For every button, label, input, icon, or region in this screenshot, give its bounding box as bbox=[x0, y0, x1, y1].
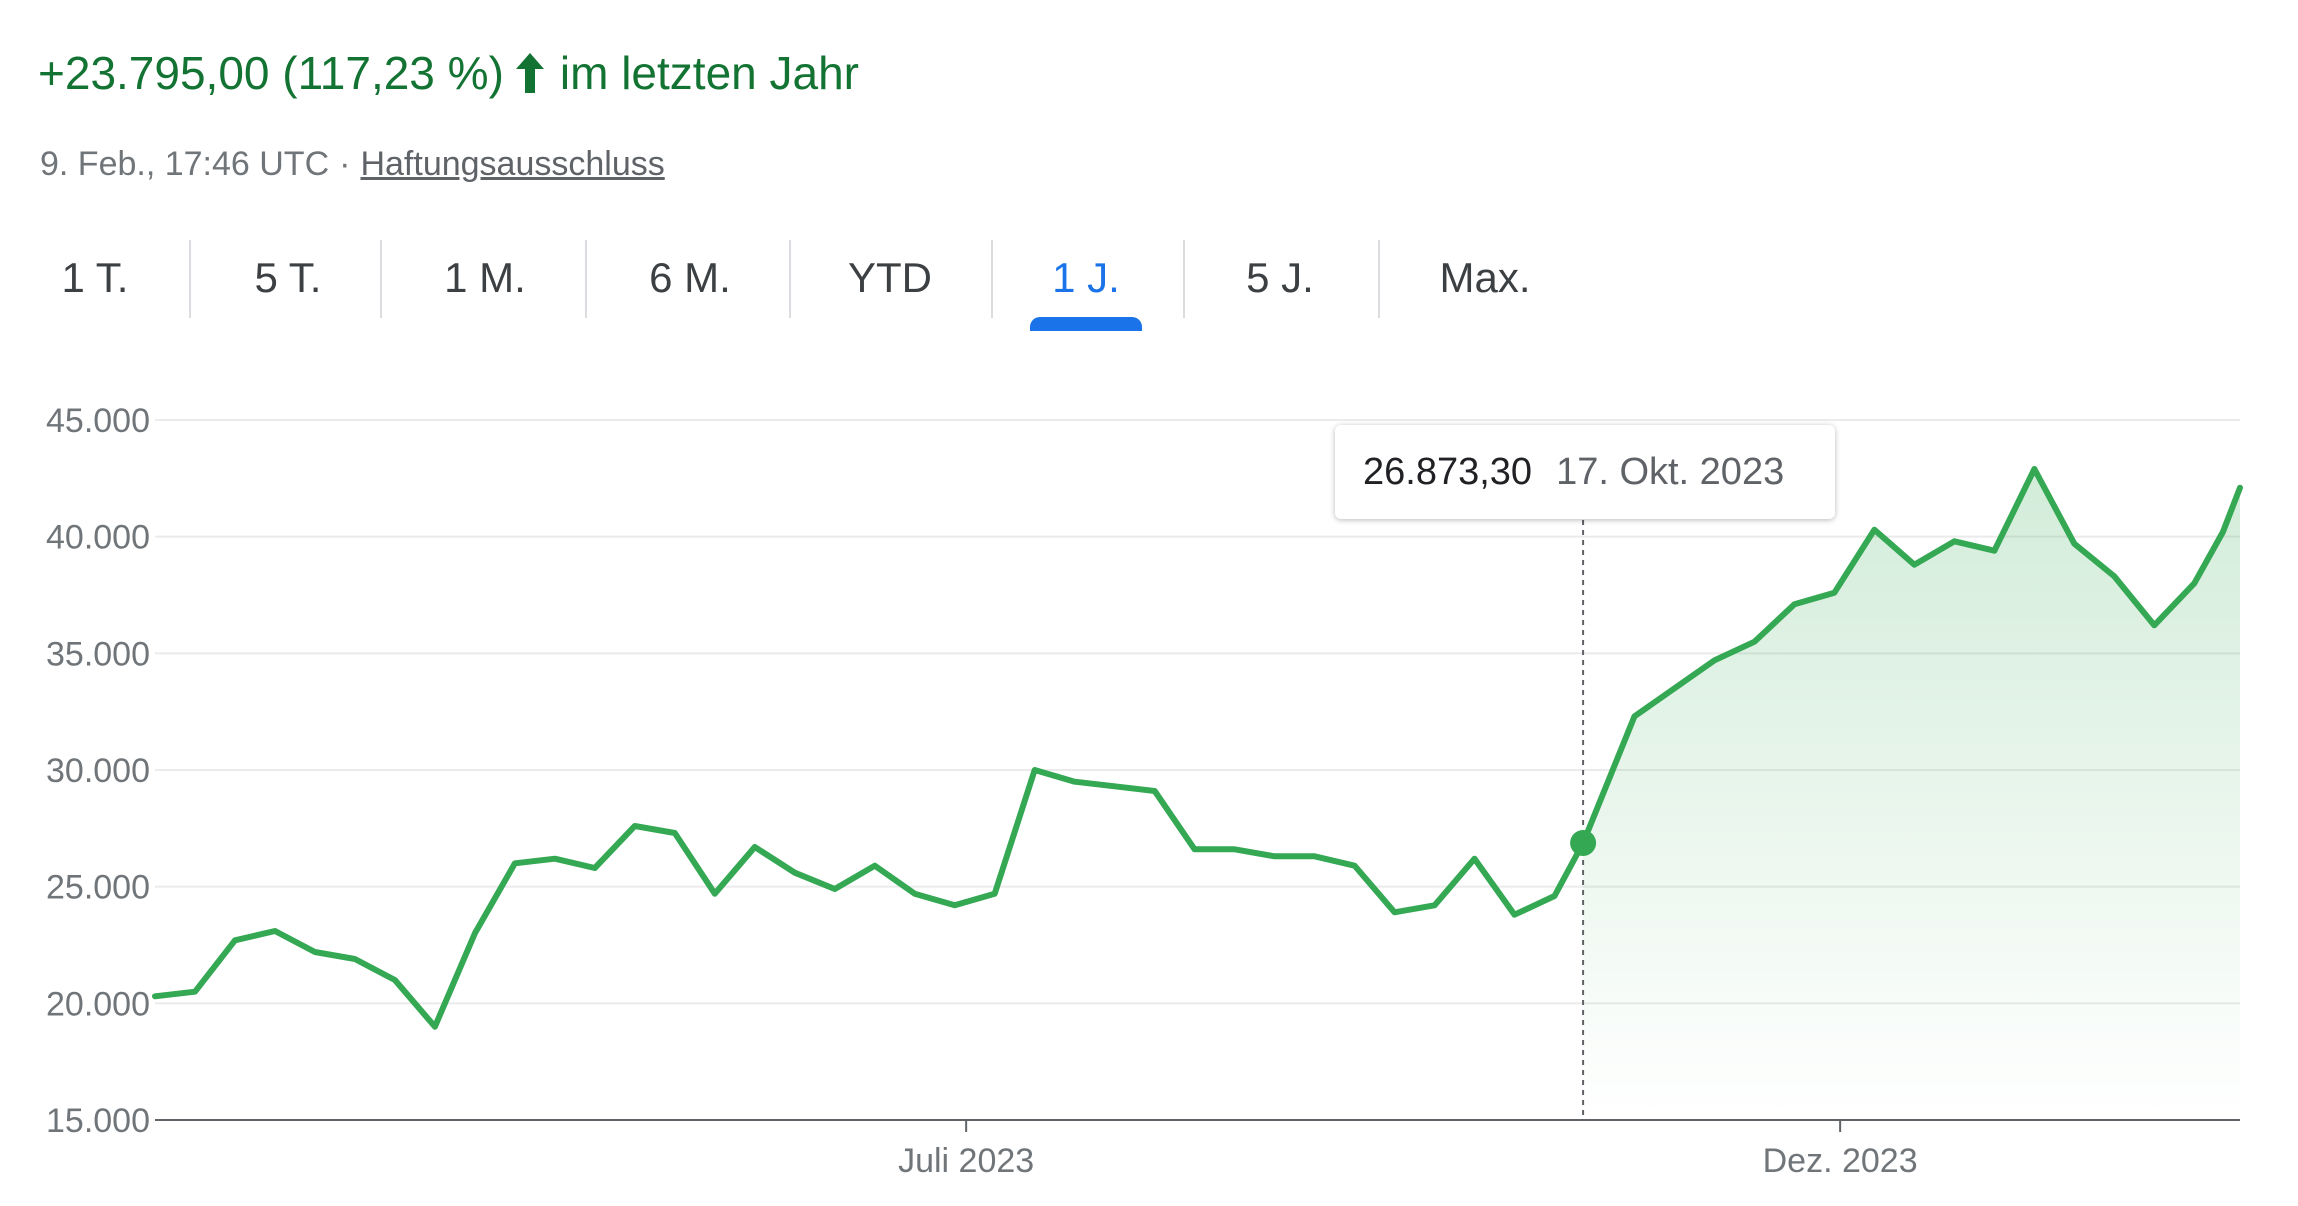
price-chart[interactable]: 15.000 20.000 25.000 30.000 35.000 40.000 45.0… bbox=[0, 380, 2298, 1206]
y-tick-label: 20.000 bbox=[46, 985, 150, 1023]
y-tick-label: 30.000 bbox=[46, 752, 150, 790]
value-tooltip: 26.873,30 17. Okt. 2023 bbox=[1335, 425, 1835, 519]
tab-1-month[interactable]: 1 M. bbox=[444, 254, 526, 301]
tab-divider bbox=[1183, 240, 1185, 318]
tab-1-year[interactable]: 1 J. bbox=[1052, 254, 1120, 301]
x-tick-label: Dez. 2023 bbox=[1763, 1142, 1918, 1180]
tab-divider bbox=[991, 240, 993, 318]
tab-divider bbox=[189, 240, 191, 318]
disclaimer-link[interactable]: Haftungsausschluss bbox=[360, 145, 665, 183]
tab-divider bbox=[585, 240, 587, 318]
tab-max[interactable]: Max. bbox=[1439, 254, 1531, 301]
range-tabs: 1 T. 5 T. 1 M. 6 M. YTD 1 J. 5 J. Max. bbox=[0, 240, 1600, 336]
timestamp: 9. Feb., 17:46 UTC bbox=[40, 145, 330, 183]
tab-ytd[interactable]: YTD bbox=[848, 254, 932, 301]
y-tick-label: 35.000 bbox=[46, 635, 150, 673]
hover-point bbox=[1570, 829, 1597, 856]
tab-divider bbox=[1378, 240, 1380, 318]
tooltip-value: 26.873,30 bbox=[1363, 450, 1533, 493]
change-period: im letzten Jahr bbox=[559, 47, 860, 99]
y-tick-label: 25.000 bbox=[46, 869, 150, 907]
tooltip-date: 17. Okt. 2023 bbox=[1556, 450, 1785, 493]
tab-5-years[interactable]: 5 J. bbox=[1246, 254, 1314, 301]
arrow-up-icon bbox=[515, 53, 544, 93]
tab-6-months[interactable]: 6 M. bbox=[649, 254, 731, 301]
price-line bbox=[152, 466, 2243, 1030]
tab-5-days[interactable]: 5 T. bbox=[254, 254, 322, 301]
timestamp-line: 9. Feb., 17:46 UTC · Haftungsausschluss bbox=[40, 145, 665, 184]
tab-divider bbox=[380, 240, 382, 318]
price-area-fill bbox=[1583, 469, 2240, 1120]
y-tick-label: 45.000 bbox=[46, 402, 150, 440]
price-change-headline: +23.795,00 (117,23 %) im letzten Jahr bbox=[38, 38, 859, 108]
x-tick-label: Juli 2023 bbox=[898, 1142, 1034, 1180]
y-tick-label: 15.000 bbox=[46, 1102, 150, 1140]
y-tick-label: 40.000 bbox=[46, 519, 150, 557]
change-value: +23.795,00 (117,23 %) bbox=[38, 47, 504, 99]
tab-1-day[interactable]: 1 T. bbox=[61, 254, 129, 301]
separator: · bbox=[339, 145, 351, 183]
tab-divider bbox=[789, 240, 791, 318]
active-tab-indicator bbox=[1030, 317, 1142, 331]
